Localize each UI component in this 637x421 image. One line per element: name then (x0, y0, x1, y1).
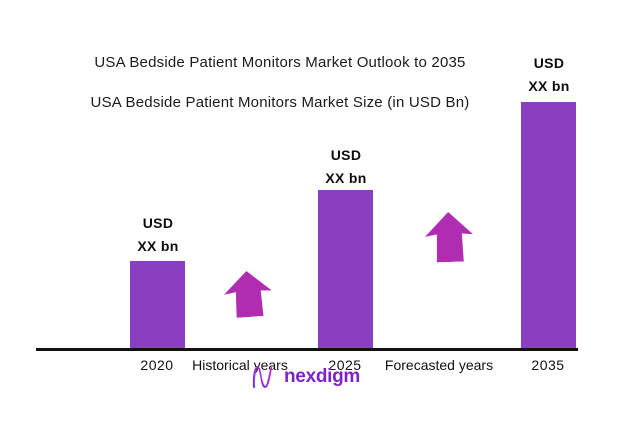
nexdigm-logo-text: nexdigm (284, 366, 361, 387)
bar-value-line1: USD (533, 55, 565, 71)
x-annotation-forecasted-years: Forecasted years (384, 357, 494, 373)
bar-2035 (521, 102, 576, 349)
nexdigm-n-icon (252, 366, 273, 388)
bar-value-label-2025: USD XX bn (291, 144, 401, 190)
bar-value-label-2020: USD XX bn (103, 212, 213, 258)
x-axis-line (36, 348, 578, 351)
bar-value-label-2035: USD XX bn (494, 52, 604, 98)
bar-value-line1: USD (330, 147, 362, 163)
chart-subtitle: USA Bedside Patient Monitors Market Size… (90, 94, 470, 111)
x-annotation-historical-years: Historical years (192, 357, 288, 373)
x-tick-2025: 2025 (328, 357, 362, 373)
bar-2025 (318, 190, 373, 349)
x-tick-2020: 2020 (140, 357, 174, 373)
chart-title: USA Bedside Patient Monitors Market Outl… (94, 54, 466, 71)
bar-value-line2: XX bn (137, 238, 179, 254)
bar-value-line2: XX bn (528, 78, 570, 94)
growth-arrow-forecasted-icon (424, 211, 474, 263)
bar-value-line2: XX bn (325, 170, 367, 186)
nexdigm-logo: nexdigm (250, 362, 360, 392)
bar-value-line1: USD (142, 215, 174, 231)
growth-arrow-historical-icon (222, 269, 273, 318)
bar-2020 (130, 261, 185, 349)
x-tick-2035: 2035 (531, 357, 565, 373)
